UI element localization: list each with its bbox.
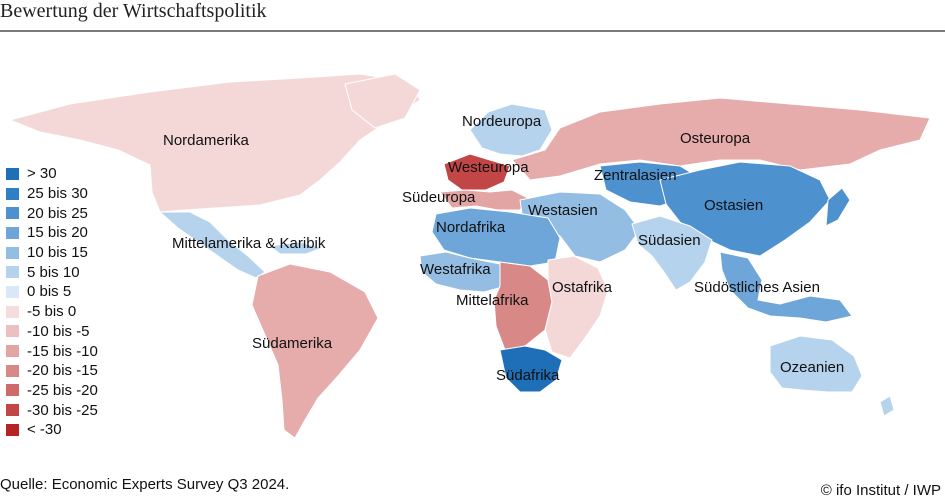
legend-label: > 30 bbox=[27, 165, 57, 183]
label-zentralasien: Zentralasien bbox=[594, 167, 677, 184]
region-ozeanien[interactable] bbox=[769, 335, 863, 393]
chart-title: Bewertung der Wirtschaftspolitik bbox=[0, 0, 267, 22]
legend-swatch bbox=[6, 266, 19, 279]
legend-swatch bbox=[6, 285, 19, 298]
region-ostafrika[interactable] bbox=[544, 255, 609, 359]
legend-item: > 30 bbox=[6, 164, 98, 184]
legend-label: 25 bis 30 bbox=[27, 185, 88, 203]
legend-label: -15 bis -10 bbox=[27, 342, 98, 360]
legend-item: 20 bis 25 bbox=[6, 203, 98, 223]
label-ozeanien: Ozeanien bbox=[780, 359, 844, 376]
label-nordamerika: Nordamerika bbox=[163, 132, 250, 149]
legend-label: < -30 bbox=[27, 421, 62, 439]
region-westeuropa[interactable] bbox=[443, 153, 511, 191]
label-suedeuropa: Südeuropa bbox=[402, 189, 476, 206]
region-suedafrika[interactable] bbox=[499, 345, 563, 393]
label-mittelafrika: Mittelafrika bbox=[456, 292, 529, 309]
copyright-note: © ifo Institut / IWP bbox=[820, 482, 941, 499]
legend-item: 15 bis 20 bbox=[6, 223, 98, 243]
label-suedostasien: Südöstliches Asien bbox=[694, 279, 820, 296]
legend-item: -10 bis -5 bbox=[6, 322, 98, 342]
region-osteuropa[interactable] bbox=[511, 97, 931, 181]
region-nordeuropa[interactable] bbox=[469, 103, 553, 157]
legend-swatch bbox=[6, 207, 19, 220]
label-ostasien: Ostasien bbox=[704, 197, 763, 214]
legend-swatch bbox=[6, 423, 19, 436]
color-legend: > 30 25 bis 30 20 bis 25 15 bis 20 10 bis 15… bbox=[6, 164, 98, 440]
label-westafrika: Westafrika bbox=[420, 261, 491, 278]
label-nordeuropa: Nordeuropa bbox=[462, 113, 542, 130]
source-note: Quelle: Economic Experts Survey Q3 2024. bbox=[0, 476, 290, 493]
legend-item: 0 bis 5 bbox=[6, 282, 98, 302]
legend-item: 5 bis 10 bbox=[6, 262, 98, 282]
legend-label: 0 bis 5 bbox=[27, 283, 72, 301]
legend-item: 25 bis 30 bbox=[6, 184, 98, 204]
region-neuseeland[interactable] bbox=[879, 395, 895, 417]
legend-label: -10 bis -5 bbox=[27, 322, 90, 340]
legend-swatch bbox=[6, 167, 19, 180]
label-suedafrika: Südafrika bbox=[496, 367, 560, 384]
legend-label: -5 bis 0 bbox=[27, 303, 77, 321]
label-suedasien: Südasien bbox=[638, 232, 701, 249]
legend-swatch bbox=[6, 187, 19, 200]
region-groenland[interactable] bbox=[344, 73, 421, 129]
legend-item: -30 bis -25 bbox=[6, 400, 98, 420]
label-westeuropa: Westeuropa bbox=[448, 159, 529, 176]
legend-label: 15 bis 20 bbox=[27, 224, 88, 242]
label-westasien: Westasien bbox=[528, 202, 598, 219]
region-nordafrika[interactable] bbox=[431, 207, 561, 267]
legend-swatch bbox=[6, 384, 19, 397]
legend-label: 5 bis 10 bbox=[27, 263, 80, 281]
legend-item: < -30 bbox=[6, 420, 98, 440]
title-divider bbox=[0, 30, 945, 32]
legend-swatch bbox=[6, 345, 19, 358]
legend-item: -20 bis -15 bbox=[6, 361, 98, 381]
legend-swatch bbox=[6, 364, 19, 377]
region-nordamerika[interactable] bbox=[8, 73, 421, 213]
legend-label: -20 bis -15 bbox=[27, 362, 98, 380]
legend-swatch bbox=[6, 246, 19, 259]
region-suedostasien[interactable] bbox=[719, 251, 853, 323]
legend-label: 20 bis 25 bbox=[27, 204, 88, 222]
legend-label: -25 bis -20 bbox=[27, 381, 98, 399]
region-japan[interactable] bbox=[825, 187, 851, 227]
label-osteuropa: Osteuropa bbox=[680, 130, 751, 147]
legend-item: -5 bis 0 bbox=[6, 302, 98, 322]
label-nordafrika: Nordafrika bbox=[436, 219, 506, 236]
legend-label: -30 bis -25 bbox=[27, 401, 98, 419]
region-suedasien[interactable] bbox=[631, 215, 713, 291]
legend-swatch bbox=[6, 226, 19, 239]
region-karibik[interactable] bbox=[268, 241, 324, 255]
legend-label: 10 bis 15 bbox=[27, 244, 88, 262]
legend-swatch bbox=[6, 305, 19, 318]
legend-item: -25 bis -20 bbox=[6, 381, 98, 401]
world-map: Nordamerika Mittelamerika & Karibik Süda… bbox=[8, 73, 931, 439]
label-mittelamerika: Mittelamerika & Karibik bbox=[172, 235, 326, 252]
region-westafrika[interactable] bbox=[419, 251, 507, 293]
label-ostafrika: Ostafrika bbox=[552, 279, 613, 296]
legend-item: -15 bis -10 bbox=[6, 341, 98, 361]
legend-swatch bbox=[6, 325, 19, 338]
legend-swatch bbox=[6, 404, 19, 417]
legend-item: 10 bis 15 bbox=[6, 243, 98, 263]
label-suedamerika: Südamerika bbox=[252, 335, 333, 352]
region-suedamerika[interactable] bbox=[251, 263, 379, 439]
